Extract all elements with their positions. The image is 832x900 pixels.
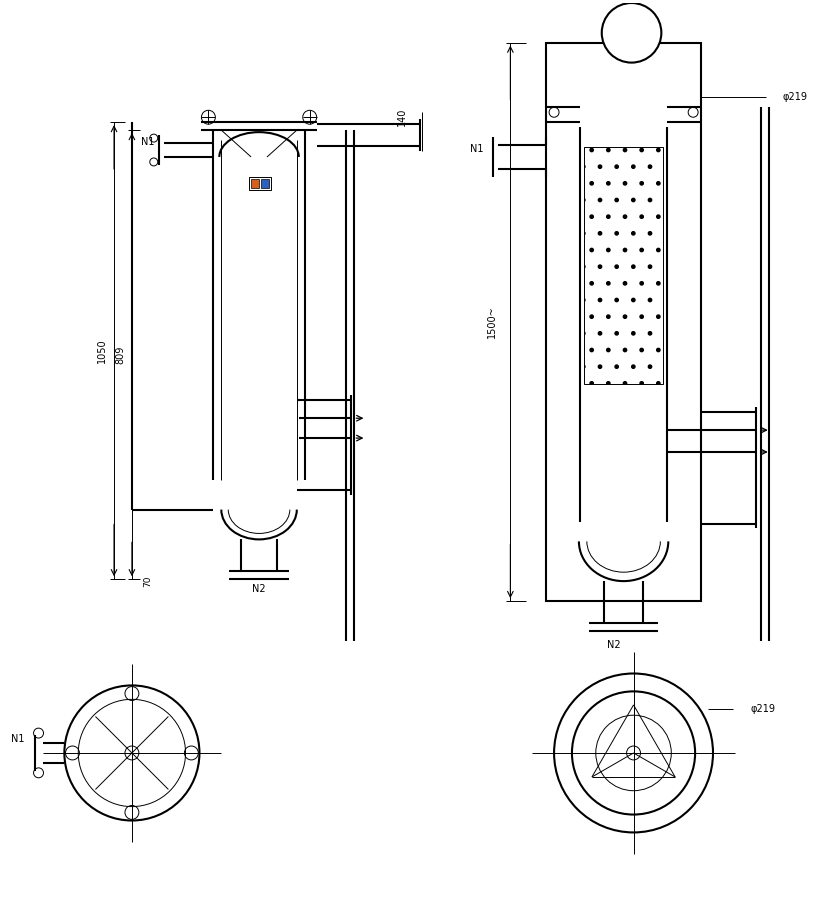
Text: N1: N1: [470, 144, 483, 154]
Text: 1050: 1050: [97, 338, 107, 363]
Text: 1500~: 1500~: [487, 305, 497, 338]
Text: 809: 809: [115, 346, 125, 364]
Text: N1: N1: [141, 137, 155, 147]
Bar: [261, 179, 269, 188]
Circle shape: [602, 3, 661, 63]
Bar: [546, 42, 701, 601]
Text: N2: N2: [252, 584, 266, 594]
Text: φ219: φ219: [783, 93, 808, 103]
Text: N1: N1: [11, 734, 24, 744]
Text: φ219: φ219: [750, 705, 775, 715]
Bar: [249, 176, 271, 190]
Text: 140: 140: [397, 108, 407, 126]
Text: N2: N2: [607, 640, 621, 650]
Text: 70: 70: [143, 575, 152, 587]
Bar: [584, 147, 663, 384]
Bar: [251, 179, 259, 188]
